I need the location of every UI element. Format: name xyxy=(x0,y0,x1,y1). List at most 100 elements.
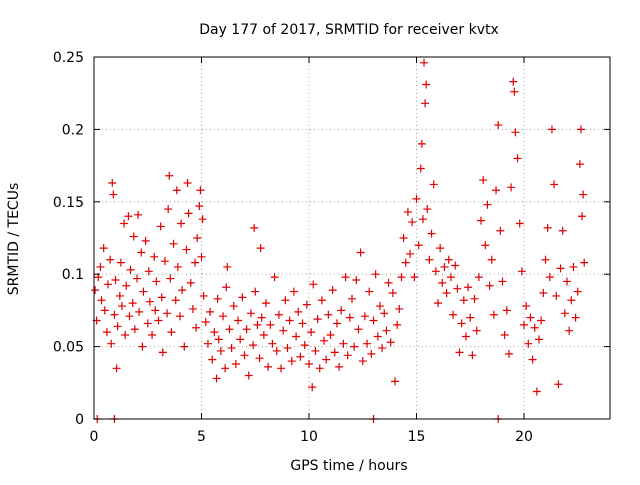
data-point xyxy=(328,286,337,295)
y-tick-label: 0 xyxy=(75,412,84,428)
data-point xyxy=(579,190,588,199)
data-point xyxy=(429,180,438,189)
data-point xyxy=(294,307,303,316)
data-point xyxy=(166,274,175,283)
data-point xyxy=(487,255,496,264)
data-point xyxy=(550,180,559,189)
data-point xyxy=(191,258,200,267)
data-point xyxy=(157,293,166,302)
data-point xyxy=(444,255,453,264)
data-point xyxy=(502,306,511,315)
data-point xyxy=(363,339,372,348)
data-point xyxy=(223,262,232,271)
data-point xyxy=(214,335,223,344)
data-point xyxy=(256,244,265,253)
data-point xyxy=(227,344,236,353)
data-point xyxy=(195,202,204,211)
data-point xyxy=(532,387,541,396)
data-point xyxy=(489,310,498,319)
data-point xyxy=(401,258,410,267)
data-point xyxy=(386,338,395,347)
data-point xyxy=(257,313,266,322)
data-point xyxy=(298,319,307,328)
axis-ticks xyxy=(93,56,610,420)
data-point xyxy=(369,316,378,325)
data-point xyxy=(199,291,208,300)
data-point xyxy=(575,160,584,169)
data-point xyxy=(418,215,427,224)
data-point xyxy=(431,267,440,276)
data-point xyxy=(279,326,288,335)
data-point xyxy=(208,355,217,364)
data-point xyxy=(184,209,193,218)
data-point xyxy=(103,280,112,289)
data-point xyxy=(500,331,509,340)
data-point xyxy=(107,339,116,348)
data-point xyxy=(496,226,505,235)
data-point xyxy=(212,374,221,383)
data-point xyxy=(251,287,260,296)
data-point xyxy=(438,278,447,287)
data-point xyxy=(216,346,225,355)
data-point xyxy=(330,348,339,357)
data-point xyxy=(120,219,129,228)
data-point xyxy=(221,364,230,373)
data-point xyxy=(222,283,231,292)
data-point xyxy=(515,219,524,228)
data-point xyxy=(135,307,144,316)
data-point xyxy=(414,241,423,250)
data-point xyxy=(322,355,331,364)
data-point xyxy=(300,341,309,350)
data-point xyxy=(287,357,296,366)
data-point xyxy=(378,344,387,353)
data-point xyxy=(150,252,159,261)
data-point xyxy=(416,164,425,173)
data-point xyxy=(399,234,408,242)
data-point xyxy=(552,291,561,300)
data-point xyxy=(451,261,460,270)
data-point xyxy=(177,219,186,228)
data-point xyxy=(238,293,247,302)
data-point xyxy=(375,302,384,311)
data-point xyxy=(352,275,361,284)
data-point xyxy=(470,294,479,303)
data-point xyxy=(164,205,173,214)
data-point xyxy=(403,207,412,216)
data-point xyxy=(225,325,234,334)
data-point xyxy=(558,226,567,235)
data-points xyxy=(91,58,589,423)
data-point xyxy=(203,339,212,348)
data-point xyxy=(348,294,356,303)
data-point xyxy=(102,328,111,337)
data-point xyxy=(326,331,335,340)
data-point xyxy=(183,178,192,187)
data-point xyxy=(210,328,219,337)
data-point xyxy=(292,332,301,341)
data-point xyxy=(483,200,492,209)
data-point xyxy=(307,328,316,337)
data-point xyxy=(111,275,120,284)
data-point xyxy=(485,281,494,290)
data-point xyxy=(125,312,134,321)
data-point xyxy=(345,313,354,322)
data-point xyxy=(259,331,268,340)
data-point xyxy=(229,302,238,311)
y-axis-label: SRMTID / TECUs xyxy=(6,183,22,296)
data-point xyxy=(192,323,201,332)
data-point xyxy=(106,255,115,264)
data-point xyxy=(197,252,206,261)
data-point xyxy=(504,349,513,358)
y-tick-label: 0.05 xyxy=(53,340,84,356)
data-point xyxy=(143,319,152,328)
data-point xyxy=(305,359,313,368)
data-point xyxy=(472,326,481,335)
data-point xyxy=(384,278,393,287)
data-point xyxy=(560,309,569,318)
data-point xyxy=(528,355,537,364)
data-point xyxy=(576,125,585,134)
data-point xyxy=(425,255,434,264)
data-point xyxy=(138,342,147,351)
